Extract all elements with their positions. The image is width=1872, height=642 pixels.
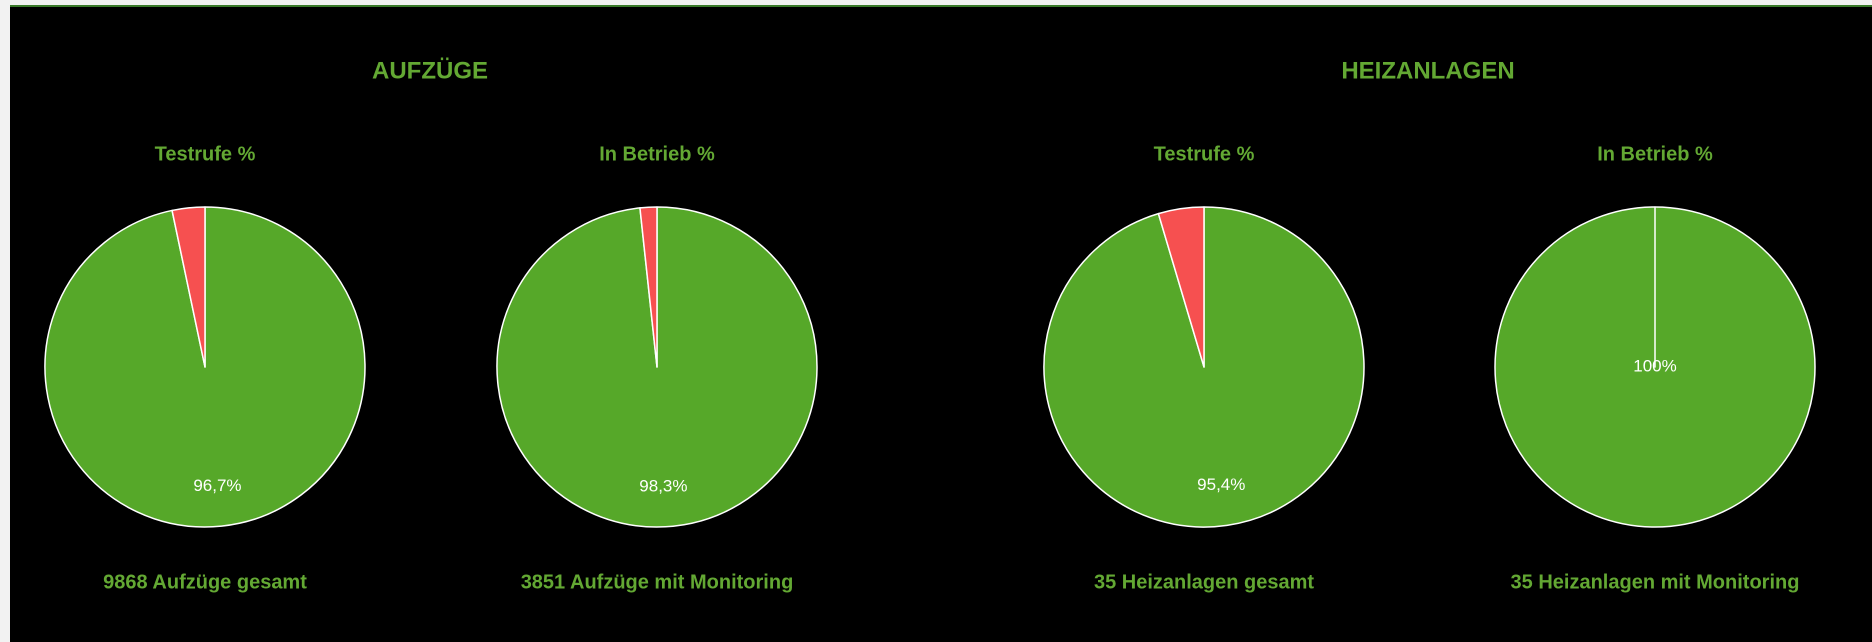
section-title: AUFZÜGE	[372, 57, 488, 84]
chart-footnote: 35 Heizanlagen gesamt	[1094, 571, 1314, 593]
chart-title: In Betrieb %	[1597, 143, 1713, 165]
pie-slice	[639, 206, 658, 368]
data-label: 98,3%	[639, 476, 687, 495]
pie-slice	[171, 206, 206, 368]
chart-title: In Betrieb %	[599, 143, 715, 165]
section-title: HEIZANLAGEN	[1341, 57, 1514, 84]
chart-title: Testrufe %	[155, 143, 256, 165]
data-label: 96,7%	[193, 476, 241, 495]
chart-footnote: 35 Heizanlagen mit Monitoring	[1511, 571, 1800, 593]
data-label: 95,4%	[1197, 475, 1245, 494]
chart-footnote: 9868 Aufzüge gesamt	[103, 571, 307, 593]
chart-footnote: 3851 Aufzüge mit Monitoring	[521, 571, 794, 593]
pie-slice	[1157, 206, 1205, 368]
chart-title: Testrufe %	[1154, 143, 1255, 165]
